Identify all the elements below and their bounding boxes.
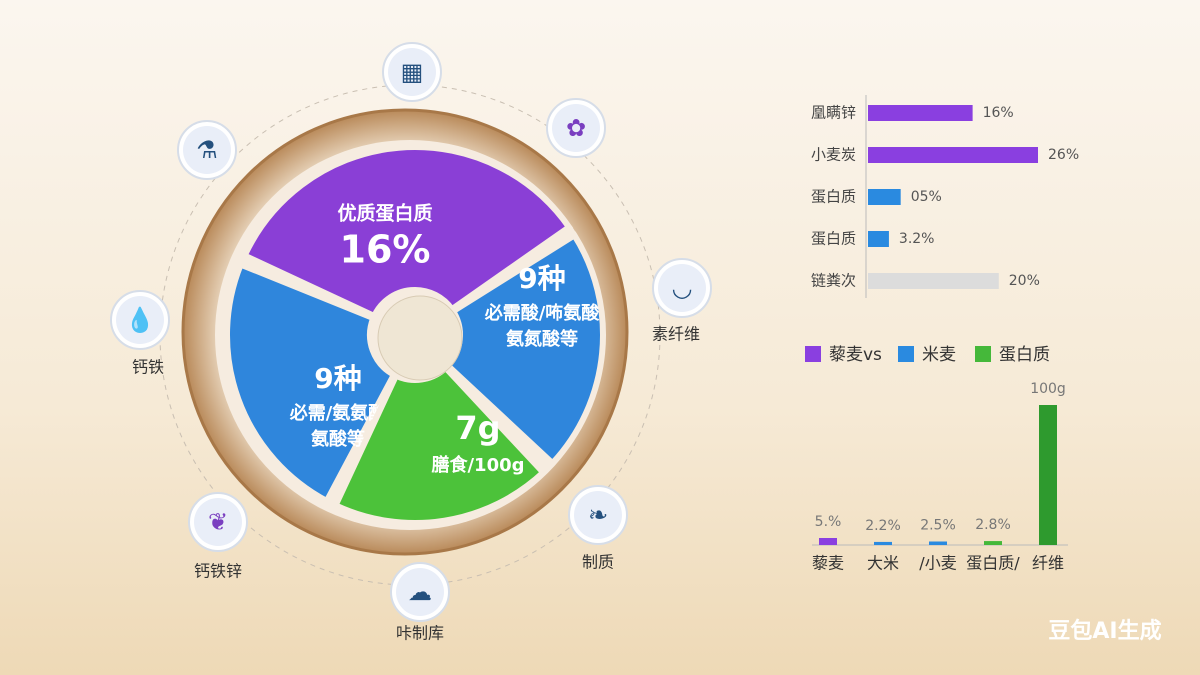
value-label: 100g bbox=[1030, 381, 1066, 397]
segment-text: 7g bbox=[455, 409, 500, 447]
icon-disc bbox=[396, 568, 444, 616]
icon-disc bbox=[574, 491, 622, 539]
value-label: 16% bbox=[983, 105, 1014, 121]
segment-text: 必需酸/咘氨酸 bbox=[484, 302, 601, 324]
bar bbox=[868, 189, 901, 205]
legend-swatch bbox=[898, 346, 914, 362]
y-tick-label: 链粪次 bbox=[811, 272, 856, 290]
wheel-center bbox=[377, 295, 463, 381]
segment-text: 9种 bbox=[518, 262, 565, 295]
icon: 💧 bbox=[125, 306, 155, 334]
segment-text: 必需/氨氨酸 bbox=[289, 402, 388, 424]
bar bbox=[929, 541, 947, 545]
bar bbox=[868, 105, 973, 121]
segment-text: 氨氮酸等 bbox=[506, 328, 578, 350]
icon: ▦ bbox=[401, 58, 424, 86]
segment-text: 膳食/100g bbox=[430, 454, 524, 476]
icon-disc bbox=[183, 126, 231, 174]
icon-disc bbox=[388, 48, 436, 96]
legend-label: 米麦 bbox=[922, 345, 956, 365]
icon: ⚗ bbox=[196, 136, 218, 164]
icon-disc bbox=[552, 104, 600, 152]
value-label: 2.2% bbox=[865, 518, 901, 534]
icon: ☁ bbox=[408, 578, 432, 606]
watermark: 豆包AI生成 bbox=[1048, 618, 1161, 644]
icon-label: 钙铁 bbox=[132, 358, 164, 377]
segment-text: 优质蛋白质 bbox=[337, 202, 432, 225]
y-tick-label: 凰瞒锌 bbox=[811, 104, 856, 122]
segment-text: 16% bbox=[340, 228, 431, 272]
bar bbox=[874, 541, 892, 545]
icon-label: 咔制库 bbox=[396, 624, 444, 643]
value-label: 05% bbox=[911, 189, 942, 205]
icon-label: 素纤维 bbox=[652, 325, 700, 344]
value-label: 20% bbox=[1009, 273, 1040, 289]
icon-disc bbox=[116, 296, 164, 344]
x-tick-label: 纤维 bbox=[1032, 554, 1064, 573]
segment-text: 9种 bbox=[314, 362, 361, 395]
y-tick-label: 蛋白质 bbox=[811, 188, 856, 206]
legend-label: 藜麦vs bbox=[829, 345, 882, 365]
bar bbox=[868, 147, 1038, 163]
icon-label: 制质 bbox=[582, 553, 614, 572]
x-tick-label: /小麦 bbox=[919, 554, 956, 573]
icon-disc bbox=[194, 498, 242, 546]
icon: ◡ bbox=[672, 274, 693, 302]
x-tick-label: 大米 bbox=[867, 554, 899, 573]
bar bbox=[819, 538, 837, 545]
icon: ❧ bbox=[588, 501, 608, 529]
wheel-segment bbox=[240, 144, 574, 320]
value-label: 3.2% bbox=[899, 231, 935, 247]
icon: ✿ bbox=[566, 114, 586, 142]
icon-disc bbox=[658, 264, 706, 312]
value-label: 26% bbox=[1048, 147, 1079, 163]
y-tick-label: 蛋白质 bbox=[811, 230, 856, 248]
icon-label: 钙铁锌 bbox=[194, 562, 242, 581]
bar bbox=[984, 541, 1002, 545]
legend-swatch bbox=[805, 346, 821, 362]
value-label: 2.8% bbox=[975, 517, 1011, 533]
segment-text: 氨酸等 bbox=[311, 428, 365, 450]
bar bbox=[868, 231, 889, 247]
value-label: 2.5% bbox=[920, 518, 956, 534]
y-tick-label: 小麦炭 bbox=[811, 146, 856, 164]
bar bbox=[1039, 405, 1057, 545]
legend-swatch bbox=[975, 346, 991, 362]
bar bbox=[868, 273, 999, 289]
x-tick-label: 蛋白质/ bbox=[966, 554, 1020, 573]
icon: ❦ bbox=[208, 508, 228, 536]
legend-label: 蛋白质 bbox=[999, 345, 1050, 365]
value-label: 5.% bbox=[815, 514, 842, 530]
x-tick-label: 藜麦 bbox=[812, 554, 844, 573]
wheel-segment bbox=[224, 260, 398, 506]
